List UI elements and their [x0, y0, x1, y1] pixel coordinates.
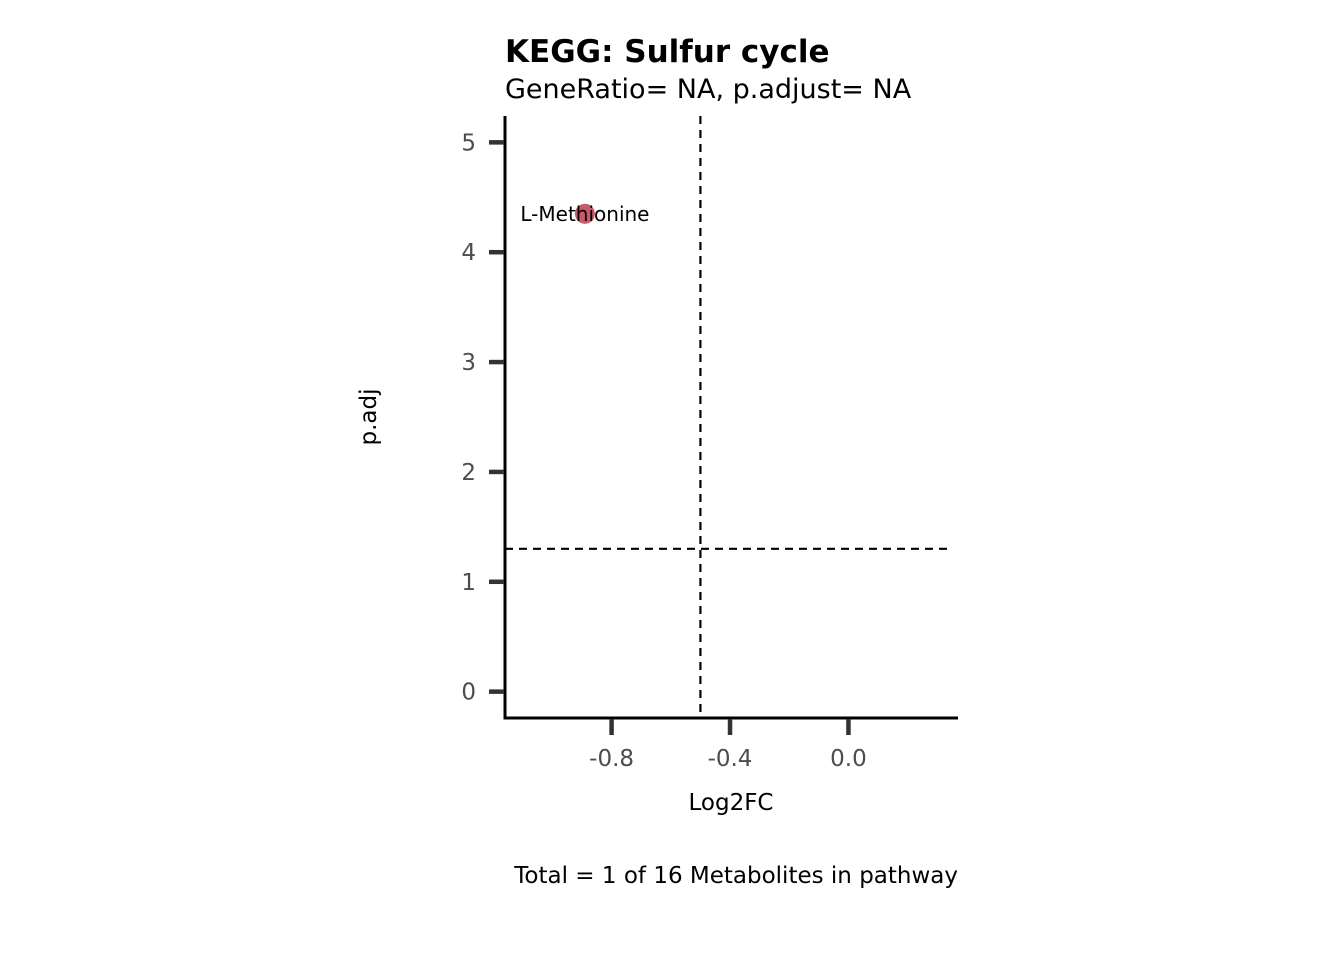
y-tick-label: 2 — [461, 460, 476, 486]
y-tick-label: 4 — [461, 240, 476, 266]
axes — [503, 116, 958, 720]
y-tick-label: 0 — [461, 680, 476, 706]
reference-lines — [505, 116, 950, 718]
data-points: L-Methionine — [520, 202, 649, 226]
y-tick-label: 3 — [461, 350, 476, 376]
x-axis-title: Log2FC — [688, 790, 773, 816]
x-tick-label: -0.4 — [708, 746, 753, 772]
y-axis-title: p.adj — [356, 389, 382, 446]
x-tick-label: 0.0 — [830, 746, 867, 772]
y-axis-ticks: 0 1 2 3 4 5 — [461, 130, 504, 706]
data-point — [574, 203, 595, 224]
x-axis-ticks: -0.8 -0.4 0.0 — [589, 719, 867, 772]
x-tick-label: -0.8 — [589, 746, 634, 772]
y-tick-label: 5 — [461, 130, 476, 156]
data-point-label: L-Methionine — [520, 202, 649, 226]
chart-caption: Total = 1 of 16 Metabolites in pathway — [513, 863, 958, 889]
chart-subtitle: GeneRatio= NA, p.adjust= NA — [505, 74, 912, 105]
chart-title: KEGG: Sulfur cycle — [505, 34, 830, 70]
y-tick-label: 1 — [461, 570, 476, 596]
